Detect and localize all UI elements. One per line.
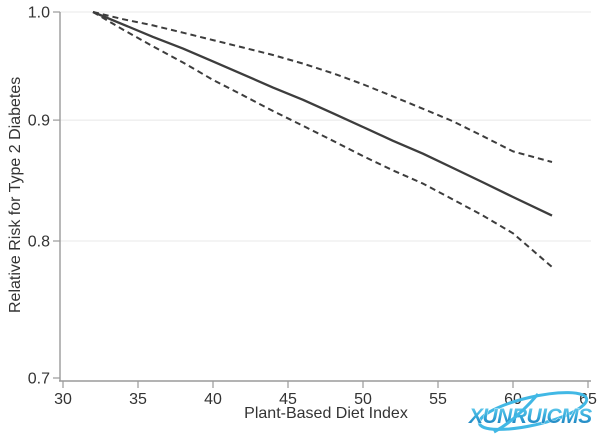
x-tick-label: 30 bbox=[54, 391, 72, 408]
x-tick-label: 50 bbox=[354, 391, 372, 408]
ci-lower-line bbox=[92, 11, 553, 268]
x-tick-label: 55 bbox=[429, 391, 447, 408]
watermark-orbit-front-icon bbox=[493, 393, 540, 434]
x-tick-label: 35 bbox=[129, 391, 147, 408]
relative-risk-line bbox=[92, 10, 553, 217]
y-tick-label: 1.0 bbox=[28, 5, 50, 22]
x-tick-label: 40 bbox=[204, 391, 222, 408]
xunruicms-watermark: XUNRUICMS bbox=[468, 391, 593, 434]
watermark-text: XUNRUICMS bbox=[468, 405, 592, 428]
x-tick-label: 45 bbox=[279, 391, 297, 408]
x-axis-title: Plant-Based Diet Index bbox=[244, 405, 408, 422]
y-tick-label: 0.7 bbox=[28, 371, 50, 388]
y-tick-label: 0.9 bbox=[28, 113, 50, 130]
y-axis-title: Relative Risk for Type 2 Diabetes bbox=[7, 76, 24, 314]
watermark-orbit-icon bbox=[477, 391, 589, 431]
y-tick-label: 0.8 bbox=[28, 234, 50, 251]
ci-upper-line bbox=[92, 11, 553, 163]
